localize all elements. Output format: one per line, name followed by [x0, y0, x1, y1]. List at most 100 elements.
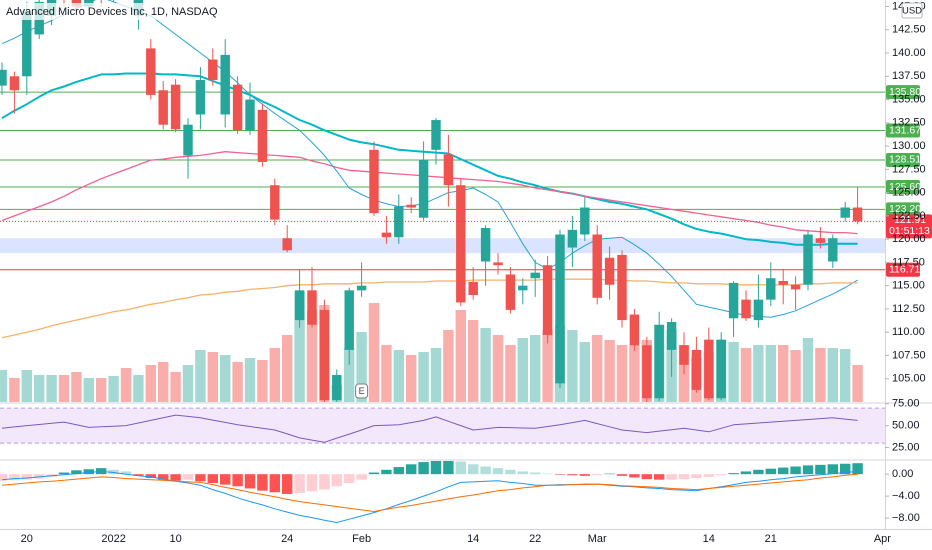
candle-body: [195, 80, 206, 115]
macd-histogram-bar: [852, 463, 863, 475]
title-backdrop: [2, 3, 232, 20]
macd-histogram-bar: [331, 474, 343, 487]
volume-bar: [294, 292, 305, 402]
macd-histogram-bar: [9, 474, 20, 481]
macd-histogram-bar: [765, 468, 777, 475]
volume-bar: [95, 378, 107, 402]
macd-histogram-bar: [381, 469, 392, 475]
volume-bar: [405, 355, 417, 402]
volume-bar: [455, 310, 467, 402]
macd-histogram-bar: [219, 474, 231, 485]
candle-body: [332, 375, 342, 401]
volume-bar: [765, 345, 777, 402]
volume-bar: [133, 375, 144, 402]
macd-histogram-bar: [430, 461, 442, 475]
level-label: 125.60: [889, 181, 921, 193]
y-tick-label: 50.00: [892, 420, 920, 432]
volume-bar: [467, 320, 479, 402]
macd-histogram-bar: [567, 474, 578, 476]
candle-body: [766, 278, 776, 300]
volume-bar: [232, 362, 243, 402]
volume-bar: [219, 355, 231, 402]
macd-histogram-bar: [356, 474, 367, 480]
y-tick-label: −8.00: [892, 512, 920, 524]
candle-body: [704, 339, 714, 399]
level-label: 135.80: [889, 86, 921, 98]
level-label: 128.51: [889, 154, 921, 166]
y-tick-label: 120.00: [892, 233, 926, 245]
current-price-label: 121.91: [894, 214, 926, 226]
candle-body: [815, 238, 826, 243]
volume-bar: [306, 310, 318, 402]
volume-bar: [9, 378, 20, 402]
level-tag: [886, 202, 920, 217]
y-tick-label: 112.50: [892, 303, 925, 315]
countdown: 01:51:13: [889, 225, 930, 237]
macd-pane: [0, 461, 863, 523]
current-price-tag: [886, 214, 932, 239]
volume-bar: [430, 348, 442, 402]
volume-bar: [815, 348, 826, 402]
y-tick-label: 130.00: [892, 140, 926, 152]
candle-body: [146, 48, 156, 95]
volume-bar: [777, 345, 789, 402]
macd-histogram-bar: [269, 474, 281, 493]
x-tick-label: 10: [169, 533, 181, 545]
x-tick-label: 2022: [101, 533, 125, 545]
volume-bar: [790, 350, 801, 402]
zone: [0, 238, 885, 254]
volume-bar: [629, 345, 640, 402]
level-tag: [886, 262, 920, 277]
macd-histogram-bar: [629, 474, 640, 478]
macd-histogram-bar: [343, 474, 355, 483]
price-pane: E: [0, 0, 885, 402]
macd-histogram-bar: [753, 469, 764, 475]
volume-bar: [591, 335, 603, 402]
macd-histogram-bar: [777, 467, 789, 475]
indicator-line: [1, 414, 858, 443]
candle-body: [629, 314, 640, 346]
indicator-line: [1, 278, 858, 339]
macd-histogram-bar: [145, 474, 157, 479]
candle-body: [642, 345, 652, 399]
y-tick-label: 25.00: [892, 441, 920, 453]
rsi-pane: [0, 407, 885, 444]
y-tick-label: 105.00: [892, 373, 926, 385]
candle-body: [170, 84, 181, 130]
volume-bar: [207, 352, 219, 402]
macd-histogram-bar: [728, 473, 739, 475]
candle-body: [294, 290, 305, 321]
volume-bar: [0, 370, 8, 402]
y-tick-label: 135.00: [892, 93, 926, 105]
level-label: 123.20: [889, 203, 921, 215]
volume-bar: [257, 360, 268, 402]
candle-body: [567, 229, 578, 248]
candle-body: [183, 124, 193, 156]
candle-body: [480, 227, 491, 262]
level-label: 116.71: [889, 264, 920, 276]
y-tick-label: −4.00: [892, 490, 920, 502]
candle-body: [728, 282, 739, 319]
volume-bar: [170, 372, 181, 402]
candle-body: [468, 281, 478, 295]
macd-histogram-bar: [368, 472, 380, 475]
volume-bar: [46, 375, 57, 402]
candle-body: [257, 109, 268, 162]
candle-body: [319, 309, 330, 401]
candle-body: [443, 154, 454, 186]
currency-badge[interactable]: [901, 2, 923, 19]
y-tick-label: 127.50: [892, 163, 926, 175]
macd-histogram-bar: [802, 465, 814, 475]
earnings-label: E: [359, 386, 365, 396]
level-label: 131.67: [889, 124, 921, 136]
rsi-band: [0, 408, 885, 444]
macd-histogram-bar: [58, 472, 70, 475]
macd-histogram-bar: [319, 474, 330, 490]
earnings-marker[interactable]: [355, 383, 369, 399]
volume-bar: [356, 332, 367, 402]
macd-histogram-bar: [653, 474, 665, 480]
candle-body: [394, 206, 404, 238]
volume-bar: [579, 342, 591, 402]
candle-body: [369, 149, 379, 214]
